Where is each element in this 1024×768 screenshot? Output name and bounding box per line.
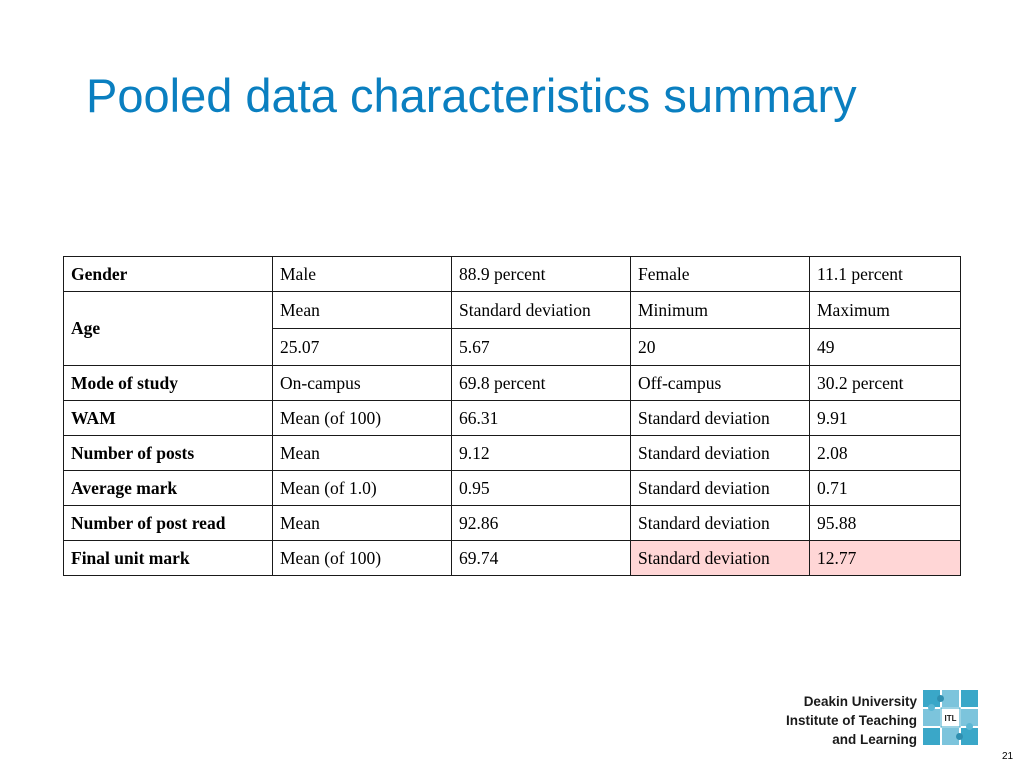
table-row-number-of-post-read: Number of post read Mean 92.86 Standard … — [63, 505, 961, 541]
table-cell: 9.12 — [451, 435, 631, 471]
table-cell: Mean — [272, 505, 452, 541]
table-cell: 2.08 — [809, 435, 961, 471]
deakin-itl-logo: Deakin University Institute of Teaching … — [780, 688, 985, 754]
table-cell: Minimum — [630, 291, 810, 329]
row-label: Mode of study — [63, 365, 273, 401]
table-cell: Mean (of 1.0) — [272, 470, 452, 506]
row-label: Average mark — [63, 470, 273, 506]
highlighted-cell: 12.77 — [809, 540, 961, 576]
table-cell: 0.95 — [451, 470, 631, 506]
row-label: Age — [63, 291, 273, 366]
table-cell: 66.31 — [451, 400, 631, 436]
table-row-age-values: 25.07 5.67 20 49 — [64, 328, 961, 366]
slide-title: Pooled data characteristics summary — [86, 69, 857, 122]
table-cell: 25.07 — [272, 328, 452, 366]
row-label: Gender — [63, 256, 273, 292]
table-cell: On-campus — [272, 365, 452, 401]
table-row-age-headers: Age Mean Standard deviation Minimum Maxi… — [63, 291, 961, 366]
table-row-gender: Gender Male 88.9 percent Female 11.1 per… — [63, 256, 961, 292]
table-row-average-mark: Average mark Mean (of 1.0) 0.95 Standard… — [63, 470, 961, 506]
table-cell: 30.2 percent — [809, 365, 961, 401]
table-cell: Off-campus — [630, 365, 810, 401]
table-cell: 0.71 — [809, 470, 961, 506]
table-cell: Mean (of 100) — [272, 540, 452, 576]
row-label: WAM — [63, 400, 273, 436]
table-row-number-of-posts: Number of posts Mean 9.12 Standard devia… — [63, 435, 961, 471]
table-cell: Mean — [272, 435, 452, 471]
table-cell: Maximum — [809, 291, 961, 329]
row-label: Number of posts — [63, 435, 273, 471]
table-cell: Male — [272, 256, 452, 292]
table-cell: 92.86 — [451, 505, 631, 541]
highlighted-cell: Standard deviation — [630, 540, 810, 576]
logo-text: Deakin University Institute of Teaching … — [786, 692, 917, 749]
table-cell: 95.88 — [809, 505, 961, 541]
table-cell: Standard deviation — [630, 505, 810, 541]
table-cell: Mean — [272, 291, 452, 329]
table-cell: 88.9 percent — [451, 256, 631, 292]
logo-line: Institute of Teaching — [786, 713, 917, 728]
table-cell: 20 — [630, 328, 810, 366]
table-row-final-unit-mark: Final unit mark Mean (of 100) 69.74 Stan… — [63, 540, 961, 576]
table-cell: Standard deviation — [630, 400, 810, 436]
table-cell: Mean (of 100) — [272, 400, 452, 436]
logo-line: and Learning — [832, 732, 917, 747]
table-cell: Female — [630, 256, 810, 292]
table-cell: Standard deviation — [451, 291, 631, 329]
table-cell: 5.67 — [451, 328, 631, 366]
table-cell: 11.1 percent — [809, 256, 961, 292]
table-cell: 69.74 — [451, 540, 631, 576]
table-cell: Standard deviation — [630, 435, 810, 471]
puzzle-icon: ITL — [923, 690, 978, 745]
row-label: Final unit mark — [63, 540, 273, 576]
logo-line: Deakin University — [803, 694, 917, 709]
table-cell: Standard deviation — [630, 470, 810, 506]
table-cell: 49 — [809, 328, 961, 366]
table-row-wam: WAM Mean (of 100) 66.31 Standard deviati… — [63, 400, 961, 436]
table-row-mode-of-study: Mode of study On-campus 69.8 percent Off… — [63, 365, 961, 401]
logo-badge: ITL — [945, 714, 957, 723]
table-cell: 9.91 — [809, 400, 961, 436]
table-cell: 69.8 percent — [451, 365, 631, 401]
page-number: 21 — [1002, 751, 1014, 762]
summary-table: Gender Male 88.9 percent Female 11.1 per… — [63, 256, 961, 576]
row-label: Number of post read — [63, 505, 273, 541]
